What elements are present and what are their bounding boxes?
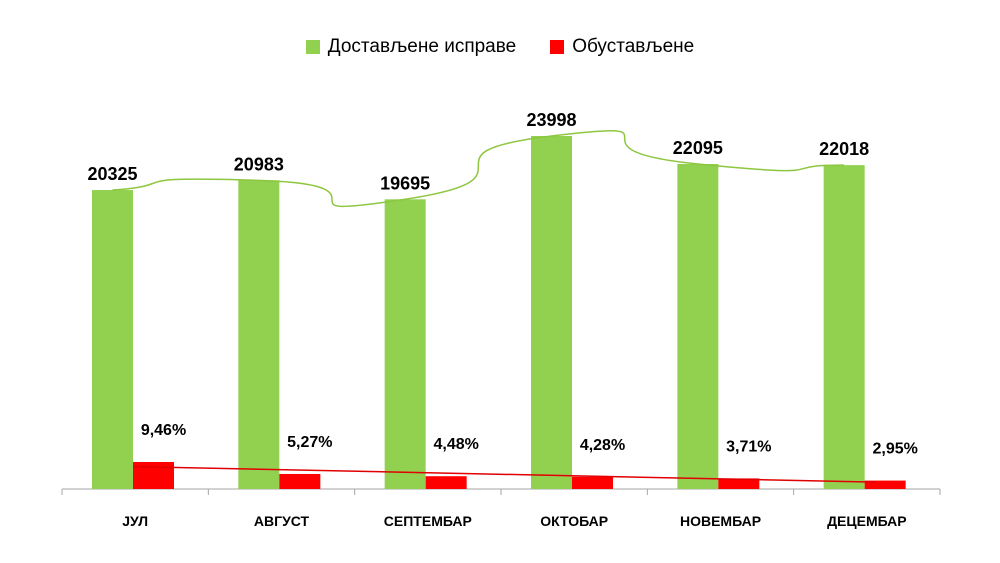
bar-label-suspended: 4,28% — [580, 437, 625, 454]
bar-label-suspended: 3,71% — [726, 438, 771, 455]
legend-item-delivered: Достављене исправе — [305, 36, 517, 58]
bar-label-delivered: 22095 — [673, 138, 723, 158]
category-label: ЈУЛ — [122, 513, 148, 529]
trendline-delivered — [112, 130, 845, 208]
bar-label-delivered: 19695 — [380, 173, 430, 193]
bar-delivered — [677, 163, 719, 489]
category-label: НОВЕМБАР — [680, 513, 761, 529]
bar-label-delivered: 22018 — [819, 139, 869, 159]
bar-label-delivered: 20983 — [234, 154, 284, 174]
bar-delivered — [823, 165, 865, 489]
legend-label-delivered: Достављене исправе — [327, 36, 517, 57]
bar-label-suspended: 2,95% — [872, 441, 917, 458]
bar-suspended — [572, 476, 613, 489]
bar-label-suspended: 5,27% — [287, 434, 332, 451]
legend-swatch-suspended — [550, 40, 565, 54]
bar-label-suspended: 9,46% — [141, 422, 186, 439]
bar-delivered — [384, 199, 426, 489]
legend: Достављене исправе Обустављене — [0, 36, 1000, 58]
bar-suspended — [279, 473, 321, 489]
bar-label-delivered: 20325 — [87, 164, 137, 184]
bar-suspended — [718, 478, 760, 489]
bar-label-delivered: 23998 — [526, 110, 576, 130]
legend-label-suspended: Обустављене — [572, 36, 695, 57]
legend-item-suspended: Обустављене — [550, 36, 694, 58]
category-label: СЕПТЕМБАР — [384, 513, 472, 529]
legend-swatch-delivered — [305, 40, 320, 54]
bar-suspended — [425, 476, 467, 489]
trendline-suspended — [133, 465, 876, 483]
category-label: АВГУСТ — [254, 513, 310, 529]
category-label: ДЕЦЕМБАР — [827, 513, 907, 529]
category-label: ОКТОБАР — [540, 513, 608, 529]
bar-delivered — [238, 180, 280, 490]
bar-label-suspended: 4,48% — [433, 436, 478, 453]
bar-delivered — [531, 136, 572, 489]
bar-suspended — [864, 480, 906, 489]
bar-delivered — [92, 190, 133, 490]
